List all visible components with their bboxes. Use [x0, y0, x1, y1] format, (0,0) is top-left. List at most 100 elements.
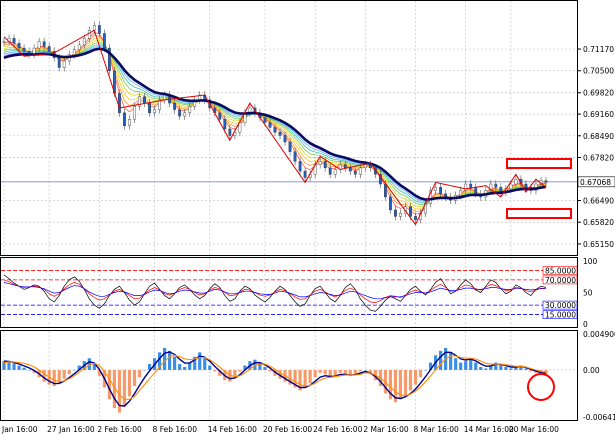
- macd-histogram-bar: [203, 358, 207, 370]
- rsi-tick-label: 50: [583, 289, 593, 298]
- macd-histogram-bar: [288, 369, 292, 385]
- candle-body: [87, 30, 91, 39]
- macd-histogram-bar: [67, 369, 71, 375]
- macd-histogram-bar: [358, 369, 362, 372]
- price-tick-label: 0.67820: [583, 153, 614, 162]
- price-layer: [2, 21, 548, 226]
- candle-body: [323, 161, 327, 169]
- macd-histogram-bar: [173, 356, 177, 370]
- candle-body: [148, 102, 151, 114]
- annotation-circle[interactable]: [527, 373, 555, 401]
- candle-body: [82, 38, 86, 46]
- macd-histogram-bar: [494, 362, 498, 370]
- macd-histogram-bar: [509, 368, 513, 370]
- macd-histogram-bar: [22, 367, 26, 370]
- slow-moving-average: [3, 47, 547, 201]
- macd-histogram-bar: [353, 369, 357, 375]
- candle-body: [138, 96, 141, 107]
- price-tick-label: 0.65150: [583, 240, 614, 249]
- candle-body: [97, 25, 101, 34]
- macd-histogram-bar: [17, 365, 21, 370]
- rsi-tick-label: 0: [583, 320, 588, 329]
- candle-body: [394, 209, 397, 217]
- macd-histogram-bar: [42, 369, 46, 382]
- macd-histogram-bar: [258, 362, 262, 370]
- macd-histogram-bar: [484, 368, 488, 370]
- macd-histogram-bar: [193, 356, 197, 370]
- macd-histogram-bar: [418, 369, 423, 378]
- macd-histogram-bar: [363, 369, 367, 371]
- candle-body: [263, 117, 267, 123]
- annotation-upper-box[interactable]: [506, 158, 572, 169]
- rsi-level-box: [542, 310, 578, 319]
- zigzag-line: [3, 29, 547, 226]
- x-tick-label: Jan 16:00: [1, 425, 38, 434]
- price-tick-label: 0.71170: [583, 45, 614, 54]
- candle-body: [273, 127, 277, 133]
- macd-histogram-bar: [137, 369, 142, 378]
- candle-body: [509, 183, 513, 190]
- macd-histogram-bar: [474, 362, 478, 370]
- candle-body: [489, 183, 493, 191]
- price-tick-label: 0.66490: [583, 197, 614, 206]
- macd-histogram-bar: [168, 350, 172, 370]
- candle-body: [363, 164, 367, 169]
- macd-histogram-bar: [162, 347, 167, 370]
- candle-body: [183, 112, 187, 117]
- macd-histogram-bar: [303, 369, 307, 388]
- candle-body: [57, 57, 61, 68]
- candle-body: [384, 183, 387, 198]
- macd-signal-line: [3, 354, 547, 400]
- macd-histogram-bar: [243, 365, 247, 370]
- macd-histogram-bar: [293, 369, 297, 388]
- candle-body: [514, 178, 518, 185]
- macd-histogram-bar: [112, 369, 117, 409]
- x-tick-label: 2 Mar 16:00: [363, 425, 409, 434]
- price-tick-label: 0.65820: [583, 218, 614, 227]
- macd-histogram-bar: [368, 369, 372, 375]
- candle-body: [278, 132, 282, 136]
- candle-body: [389, 196, 392, 211]
- candle-body: [414, 216, 417, 220]
- macd-histogram-bar: [107, 369, 111, 400]
- candle-body: [353, 170, 357, 175]
- candle-body: [544, 180, 548, 183]
- macd-histogram-bar: [132, 369, 137, 387]
- macd-histogram-bar: [147, 364, 152, 370]
- macd-histogram-bar: [97, 369, 101, 376]
- macd-histogram-bar: [398, 369, 403, 400]
- candle-body: [37, 41, 41, 49]
- candle-body: [72, 49, 76, 55]
- macd-histogram-bar: [122, 369, 127, 407]
- macd-histogram-bar: [7, 361, 11, 370]
- price-tick-label: 0.69160: [583, 110, 614, 119]
- macd-histogram-bar: [323, 369, 327, 375]
- candle-body: [429, 190, 432, 204]
- axis-labels: Jan 16:00 27 Jan 16:00 2 Feb 16:00 8 Feb 16…: [1, 45, 615, 434]
- candle-body: [439, 187, 443, 194]
- macd-histogram-bar: [198, 352, 202, 370]
- macd-histogram-bar: [178, 364, 182, 370]
- price-panel: [0, 0, 578, 256]
- macd-histogram-bar: [188, 362, 192, 370]
- macd-histogram-bar: [308, 369, 312, 384]
- candle-body: [218, 112, 222, 120]
- macd-histogram-bar: [77, 365, 81, 370]
- candle-body: [524, 183, 528, 188]
- macd-histogram-bar: [2, 361, 6, 370]
- macd-histogram-bar: [393, 369, 398, 403]
- price-tick-label: 0.69820: [583, 89, 614, 98]
- macd-histogram-bar: [157, 352, 162, 370]
- current-price-box: [577, 176, 615, 188]
- macd-histogram-bar: [499, 364, 503, 370]
- macd-histogram-bar: [208, 365, 212, 370]
- candle-body: [102, 33, 106, 49]
- candle-body: [333, 169, 337, 175]
- candle-body: [228, 128, 232, 136]
- annotation-lower-box[interactable]: [506, 208, 572, 219]
- macd-histogram-bar: [253, 359, 257, 370]
- candle-body: [444, 193, 448, 198]
- candle-body: [348, 167, 352, 172]
